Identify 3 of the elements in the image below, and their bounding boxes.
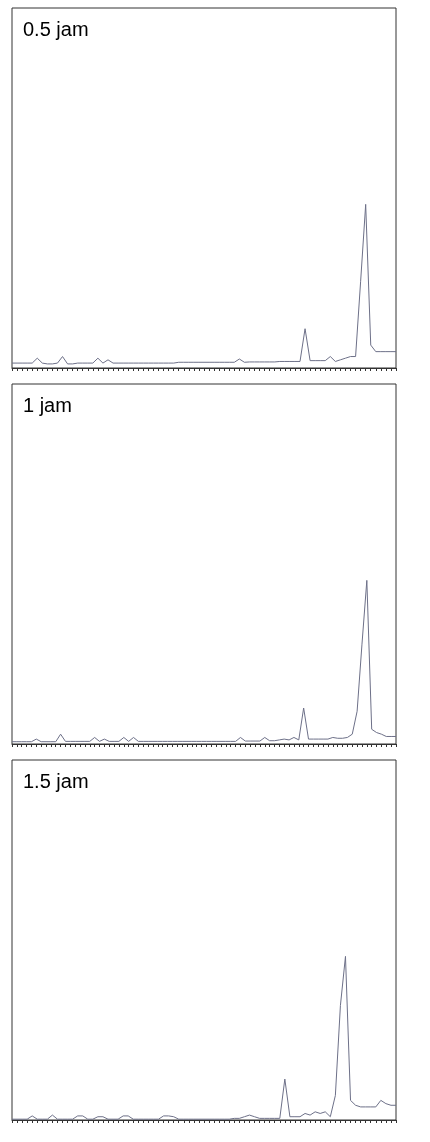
chart-title: 1.5 jam [23,770,89,792]
chart-title: 1 jam [23,394,72,416]
chart-title: 0.5 jam [23,18,89,40]
